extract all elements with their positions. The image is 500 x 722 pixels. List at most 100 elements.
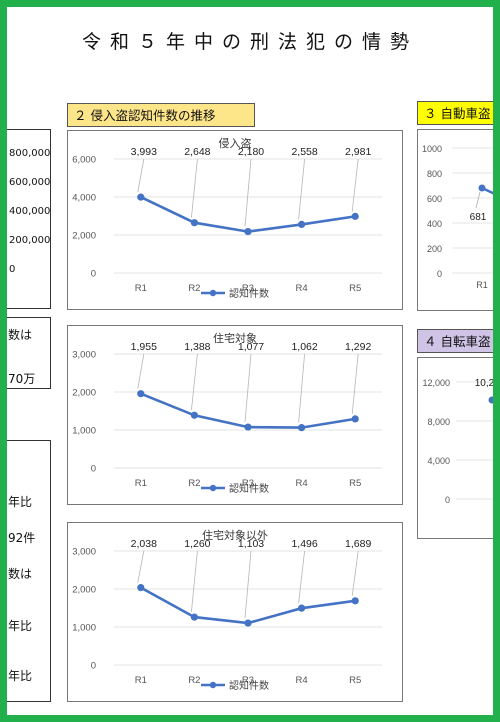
auto-series-line [481,186,493,195]
data-label: 2,038 [131,538,157,550]
y-tick-label: 2,000 [72,585,96,596]
auto-x-tick: R1 [476,280,488,290]
data-label: 1,077 [238,341,264,353]
leader-line [137,550,145,583]
legend-marker [209,289,217,297]
leader-line [244,158,252,227]
y-tick-label: 0 [91,269,96,280]
auto-theft-panel: 1000 800 600 400 200 0 681 R1 [417,129,493,311]
y-tick-label: 0 [91,661,96,672]
auto-tick-5: 0 [437,269,442,279]
x-tick-label: R2 [188,478,200,489]
bike-tick-1: 8,000 [427,417,450,427]
auto-point [478,184,486,192]
data-point [190,411,198,419]
y-tick-label: 1,000 [72,623,96,634]
data-point [244,227,252,236]
data-label: 2,648 [184,146,210,158]
left-text-6: 年比 [8,619,33,633]
y-tick-label: 3,000 [72,350,96,361]
data-label: 1,689 [345,538,371,550]
auto-tick-2: 600 [427,194,442,204]
x-tick-label: R5 [349,675,361,686]
auto-tick-1: 800 [427,169,442,179]
x-tick-label: R3 [242,478,254,489]
section-4-header: ４ 自転車盗 [417,329,493,353]
leader-line [191,158,198,218]
x-tick-label: R4 [296,675,308,686]
bike-tick-0: 12,000 [422,378,450,388]
data-point [351,415,359,423]
x-tick-label: R1 [135,478,147,489]
chart-non-residential: 住宅対象以外 3,000 2,000 1,000 0 R1 R2 R3 R4 R5 2,038 1,2… [72,528,382,692]
data-label: 3,993 [131,146,157,158]
page-title: 令和５年中の刑法犯の情勢 [81,31,418,53]
x-tick-label: R5 [349,283,361,294]
left-tick-2: 600,000 [9,177,51,188]
data-point [351,597,359,605]
y-tick-label: 2,000 [72,388,96,399]
chart-title: 侵入盗 [219,137,252,150]
left-text-3: 年比 [8,495,33,509]
chart-panel-1: 侵入盗 6,000 4,000 2,000 0 R1 R2 R3 R4 R5 3,993 2,648 2… [67,130,403,310]
data-point [137,583,145,592]
leader-line [351,550,359,596]
left-text-2: 70万 [8,372,36,386]
left-text-box-top: 数は 70万 [7,317,51,389]
legend-label: 認知件数 [229,482,269,495]
data-label: 1,496 [291,538,317,550]
legend-label: 認知件数 [229,287,269,300]
leader-line [298,550,305,604]
leader-line [137,158,145,193]
data-point [244,423,252,431]
x-tick-label: R5 [349,478,361,489]
data-label: 2,180 [238,146,264,158]
legend-marker [209,681,217,689]
y-tick-label: 3,000 [72,547,96,558]
left-tick-1: 800,000 [9,148,51,159]
data-point [190,613,198,621]
bike-data-label: 10,209 [475,378,500,389]
data-point [298,604,306,612]
x-tick-label: R1 [135,675,147,686]
data-label: 1,955 [131,341,157,353]
leader-line [191,353,198,411]
chart-title: 住宅対象 [213,331,257,345]
x-tick-label: R2 [188,675,200,686]
section-2-header: ２ 侵入盗認知件数の推移 [67,103,255,127]
auto-data-label: 681 [470,212,487,223]
data-label: 1,260 [184,538,210,550]
x-tick-label: R2 [188,283,200,294]
y-tick-label: 4,000 [72,193,96,204]
x-tick-label: R3 [242,675,254,686]
x-tick-label: R3 [242,283,254,294]
left-tick-3: 400,000 [9,206,51,217]
data-point [351,212,359,220]
left-tick-5: 0 [9,264,16,275]
legend-label: 認知件数 [229,679,269,692]
data-label: 1,103 [238,538,264,550]
y-tick-label: 6,000 [72,155,96,166]
chart-burglary: 侵入盗 6,000 4,000 2,000 0 R1 R2 R3 R4 R5 3,993 2,648 2… [72,137,382,300]
data-label: 1,292 [345,341,371,353]
data-point [298,220,306,228]
series-line [140,195,356,233]
leader-line [351,353,359,414]
bike-series-line [491,398,493,402]
bike-tick-3: 0 [445,495,450,505]
bike-tick-2: 4,000 [427,456,450,466]
y-tick-label: 1,000 [72,426,96,437]
data-point [298,424,306,432]
left-text-4: 92件 [8,531,36,545]
auto-tick-3: 400 [427,219,442,229]
data-point [190,219,198,227]
left-text-5: 数は [8,567,33,581]
leader-line [351,158,359,212]
y-tick-label: 0 [91,464,96,475]
leader-line [191,550,198,613]
data-point [137,193,145,201]
left-tick-4: 200,000 [9,235,51,246]
x-tick-label: R4 [296,478,308,489]
data-label: 1,388 [184,341,210,353]
